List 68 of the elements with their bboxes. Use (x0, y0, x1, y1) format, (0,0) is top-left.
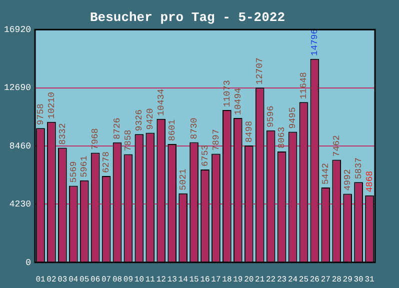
data-label: 11073 (222, 80, 232, 108)
y-tick-label: 12690 (4, 83, 32, 94)
x-tick-label: 23 (276, 275, 287, 284)
x-tick-label: 07 (101, 275, 112, 284)
x-tick-label: 21 (255, 275, 265, 284)
data-label: 9758 (36, 104, 46, 126)
data-label: 4992 (342, 169, 353, 191)
x-tick-label: 04 (68, 275, 78, 284)
data-label: 8498 (244, 120, 254, 142)
data-label: 10434 (156, 88, 167, 116)
data-label: 9420 (146, 108, 156, 130)
x-tick-label: 10 (134, 275, 144, 284)
x-tick-label: 06 (90, 275, 100, 284)
x-tick-label: 09 (123, 275, 134, 284)
data-label: 8730 (189, 118, 200, 140)
data-label: 6278 (102, 151, 112, 174)
x-tick-label: 13 (167, 275, 178, 284)
x-tick-label: 03 (58, 275, 68, 284)
data-label: 10494 (233, 88, 244, 116)
data-label: 5961 (80, 156, 90, 178)
x-tick-label: 27 (320, 275, 331, 284)
x-tick-label: 20 (244, 275, 254, 284)
data-label: 7897 (211, 129, 222, 151)
x-tick-label: 31 (364, 275, 375, 284)
data-label: 14796 (310, 28, 320, 56)
y-tick-label: 16920 (4, 24, 32, 35)
x-tick-label: 14 (178, 275, 188, 284)
x-tick-label: 01 (36, 275, 46, 284)
data-label: 9495 (288, 107, 298, 129)
x-tick-label: 29 (342, 275, 353, 284)
data-label: 12707 (255, 58, 266, 85)
data-label: 8601 (167, 119, 178, 142)
x-tick-label: 19 (233, 275, 243, 284)
data-label: 5442 (321, 162, 332, 185)
y-tick-label: 4230 (9, 200, 32, 210)
x-tick-label: 25 (298, 275, 309, 284)
x-tick-label: 15 (189, 275, 200, 284)
data-label: 10210 (46, 92, 57, 119)
data-label: 5569 (68, 161, 79, 183)
data-label: 11648 (299, 72, 310, 100)
x-tick-label: 11 (145, 275, 156, 284)
x-tick-label: 24 (288, 275, 298, 284)
x-tick-label: 22 (266, 275, 276, 284)
data-label: 8726 (112, 118, 123, 140)
x-tick-label: 28 (332, 275, 342, 284)
data-label: 5021 (178, 168, 188, 190)
x-tick-label: 30 (354, 275, 364, 284)
x-tick-label: 12 (156, 275, 166, 284)
x-tick-label: 18 (222, 275, 232, 284)
data-label: 9326 (134, 109, 145, 132)
data-label: 7858 (124, 130, 134, 152)
data-label: 5837 (354, 157, 364, 180)
x-tick-label: 05 (80, 275, 90, 284)
x-tick-label: 16 (200, 275, 210, 284)
x-tick-label: 02 (46, 275, 56, 284)
data-label: 8063 (277, 126, 288, 148)
data-label: 6753 (200, 144, 210, 166)
chart-title: Besucher pro Tag - 5-2022 (90, 10, 286, 26)
data-label: 4868 (364, 170, 375, 192)
x-tick-label: 26 (310, 275, 320, 284)
y-tick-label: 0 (26, 258, 32, 268)
x-tick-label: 08 (112, 275, 122, 284)
y-tick-label: 8460 (9, 141, 32, 152)
data-label: 7968 (90, 128, 101, 150)
x-tick-label: 17 (211, 275, 221, 284)
data-label: 8332 (58, 123, 68, 145)
data-label: 7462 (332, 135, 342, 157)
data-label: 9596 (266, 106, 276, 128)
